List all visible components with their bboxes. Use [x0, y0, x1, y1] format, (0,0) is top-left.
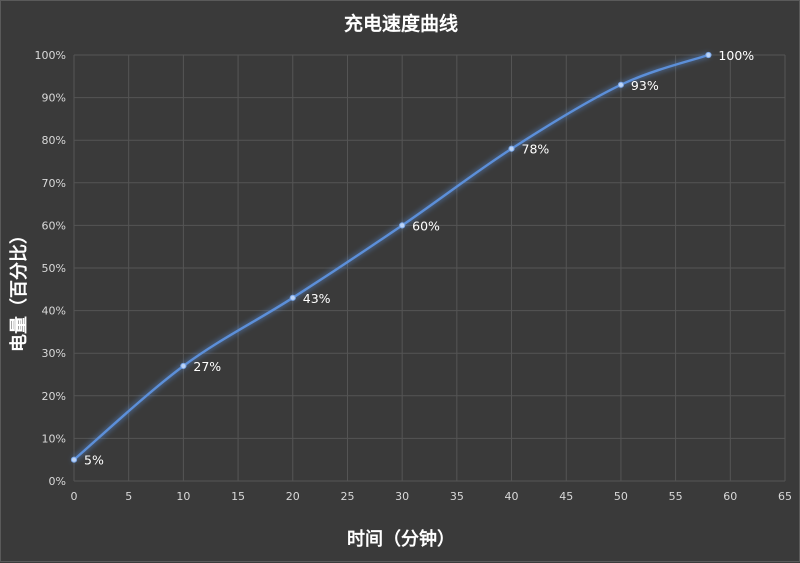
- series: 5% 27% 43% 60% 78% 93% 100%: [70, 48, 754, 468]
- data-point: [508, 145, 515, 152]
- y-tick-label: 30%: [42, 347, 66, 360]
- x-axis-label: 时间（分钟）: [347, 529, 455, 550]
- y-tick-label: 70%: [42, 177, 66, 190]
- x-tick-label: 30: [395, 490, 409, 503]
- y-tick-label: 100%: [35, 49, 66, 62]
- data-point: [70, 456, 78, 463]
- data-label: 78%: [522, 142, 550, 157]
- data-point: [399, 222, 406, 229]
- y-tick-label: 80%: [42, 134, 66, 147]
- data-point: [289, 294, 296, 301]
- x-tick-label: 50: [614, 490, 628, 503]
- x-tick-label: 0: [71, 490, 78, 503]
- series-line: [72, 53, 710, 461]
- x-tick-label: 40: [505, 490, 519, 503]
- chart-title: 充电速度曲线: [343, 13, 458, 35]
- x-tick-label: 10: [176, 490, 190, 503]
- x-tick-label: 25: [340, 490, 354, 503]
- y-tick-label: 0%: [49, 475, 66, 488]
- data-label: 93%: [631, 78, 659, 93]
- x-tick-label: 60: [723, 490, 737, 503]
- x-tick-label: 15: [231, 490, 245, 503]
- data-point: [617, 81, 625, 88]
- x-tick-label: 35: [450, 490, 464, 503]
- grid: [73, 54, 786, 482]
- data-label: 27%: [193, 359, 221, 374]
- x-tick-label: 5: [125, 490, 132, 503]
- data-label: 43%: [303, 291, 331, 306]
- data-label: 5%: [84, 453, 104, 468]
- y-tick-label: 20%: [42, 390, 66, 403]
- y-tick-label: 50%: [42, 262, 66, 275]
- y-tick-label: 10%: [42, 432, 66, 445]
- y-tick-label: 60%: [42, 219, 66, 232]
- data-label: 100%: [718, 48, 754, 63]
- y-tick-label: 90%: [42, 92, 66, 105]
- x-tick-label: 20: [286, 490, 300, 503]
- y-tick-label: 40%: [42, 305, 66, 318]
- axis-ticks: 0 5 10 15 20 25 30 35 40 45 50 55 60 65 0% 10% 20% 30% 40%…: [35, 49, 792, 503]
- data-point: [180, 362, 187, 370]
- x-tick-label: 55: [669, 490, 683, 503]
- x-tick-label: 65: [778, 490, 792, 503]
- x-tick-label: 45: [559, 490, 573, 503]
- data-point: [705, 51, 712, 59]
- data-label: 60%: [412, 218, 440, 233]
